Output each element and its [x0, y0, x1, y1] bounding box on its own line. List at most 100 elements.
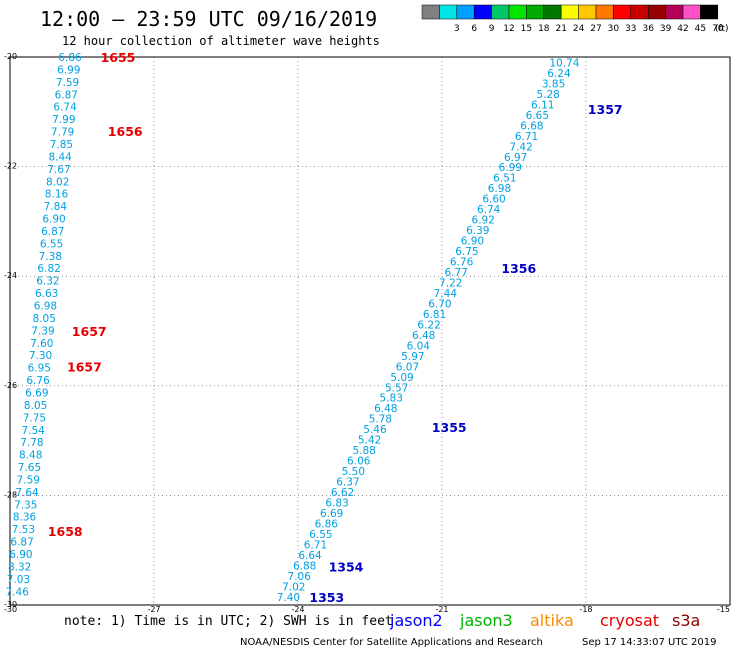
- right-track-value-label: 6.90: [461, 236, 484, 248]
- y-tick-label: -28: [4, 490, 17, 499]
- colorbar-tick-label: 3: [454, 24, 460, 34]
- satellite-legend: jason2 jason3 altika cryosat s3a: [389, 611, 700, 630]
- left-track-value-label: 6.63: [35, 288, 58, 300]
- left-track-pass-time-label: 1657: [67, 360, 102, 375]
- right-track-value-label: 6.98: [488, 183, 511, 195]
- right-track-value-label: 6.48: [374, 403, 397, 415]
- left-track-value-label: 7.54: [21, 425, 45, 437]
- right-track-pass-time-label: 1355: [432, 420, 467, 435]
- legend-jason2: jason2: [389, 611, 443, 630]
- y-tick-label: -24: [4, 271, 17, 280]
- colorbar-tick-label: 6: [471, 24, 477, 34]
- left-track-pass-time-label: 1655: [101, 50, 136, 65]
- right-track-value-label: 5.97: [401, 351, 424, 363]
- left-track-value-label: 7.64: [15, 487, 39, 499]
- colorbar-swatch: [560, 4, 579, 20]
- right-track-value-label: 6.06: [347, 456, 371, 468]
- right-track-value-label: 6.62: [331, 487, 354, 499]
- left-track-pass-time-label: 1657: [72, 324, 107, 339]
- right-track-value-label: 6.88: [293, 560, 316, 572]
- colorbar-swatch: [578, 4, 597, 20]
- legend-s3a: s3a: [672, 611, 700, 630]
- right-track-value-label: 10.74: [549, 57, 579, 69]
- colorbar-swatch: [543, 4, 562, 20]
- footer-credit: NOAA/NESDIS Center for Satellite Applica…: [240, 637, 543, 648]
- x-axis-ticks: -30 -27 -24 -21 -18 -15: [4, 605, 730, 614]
- y-tick-label: -20: [4, 52, 17, 61]
- right-track-value-label: 7.02: [282, 581, 305, 593]
- legend-jason3: jason3: [459, 611, 513, 630]
- right-track-value-label: 6.70: [428, 298, 451, 310]
- left-track-value-label: 7.39: [31, 325, 54, 337]
- right-track-value-label: 5.78: [369, 414, 392, 426]
- left-track-value-label: 8.05: [24, 400, 47, 412]
- right-track-value-label: 6.83: [325, 497, 348, 509]
- right-track-value-label: 5.46: [363, 424, 387, 436]
- left-track-value-label: 6.99: [57, 64, 80, 76]
- right-track-value-label: 6.55: [309, 529, 332, 541]
- colorbar-tick-label: 42: [677, 24, 688, 34]
- right-track-value-label: 3.85: [542, 78, 565, 90]
- right-track-value-label: 7.40: [277, 592, 300, 604]
- x-tick-label: -30: [4, 605, 17, 614]
- left-track-value-label: 7.30: [29, 350, 52, 362]
- right-track-value-label: 5.57: [385, 382, 408, 394]
- left-track-pass-time-label: 1658: [48, 524, 83, 539]
- left-track-value-label: 7.59: [17, 474, 40, 486]
- right-track-value-label: 6.65: [526, 110, 549, 122]
- right-track-value-label: 6.37: [336, 477, 359, 489]
- colorbar-tick-label: 27: [590, 24, 601, 34]
- right-track-value-label: 6.86: [315, 518, 339, 530]
- right-track-value-label: 6.64: [298, 550, 322, 562]
- colorbar-tick-label: 33: [625, 24, 636, 34]
- left-track-value-label: 6.90: [42, 214, 65, 226]
- chart-title: 12:00 – 23:59 UTC 09/16/2019: [40, 7, 377, 31]
- left-track-value-label: 6.87: [41, 226, 64, 238]
- right-track-value-label: 6.22: [417, 319, 440, 331]
- colorbar-swatch: [421, 4, 440, 20]
- right-track-value-label: 6.71: [304, 539, 327, 551]
- y-tick-label: -22: [4, 162, 17, 171]
- left-track-value-label: 6.32: [36, 276, 59, 288]
- right-track-value-label: 6.81: [423, 309, 446, 321]
- colorbar-swatch: [682, 4, 701, 20]
- left-track-value-label: 6.74: [53, 102, 77, 114]
- chart-subtitle: 12 hour collection of altimeter wave hei…: [62, 34, 380, 48]
- left-track-value-label: 8.05: [33, 313, 56, 325]
- colorbar-tick-label: 45: [695, 24, 706, 34]
- footer-note: note: 1) Time is in UTC; 2) SWH is in fe…: [64, 614, 393, 629]
- colorbar-swatch: [647, 4, 666, 20]
- right-track-pass-time-label: 1357: [588, 102, 623, 117]
- right-track-value-label: 6.76: [450, 257, 474, 269]
- left-track-value-label: 7.79: [51, 127, 74, 139]
- right-track-pass-time-label: 1354: [329, 560, 364, 575]
- left-track-value-label: 6.98: [34, 301, 57, 313]
- left-track-value-label: 7.46: [6, 586, 30, 598]
- right-track-value-label: 6.97: [504, 152, 527, 164]
- right-track-value-label: 6.51: [493, 173, 516, 185]
- x-tick-label: -24: [291, 605, 304, 614]
- left-track-pass-time-label: 1656: [108, 124, 143, 139]
- right-track-value-label: 6.74: [477, 204, 501, 216]
- left-track-value-label: 8.32: [8, 561, 31, 573]
- left-track-value-label: 6.76: [26, 375, 50, 387]
- x-tick-label: -18: [579, 605, 592, 614]
- colorbar-swatch: [665, 4, 684, 20]
- colorbar-swatch: [700, 4, 719, 20]
- colorbar-swatch: [456, 4, 475, 20]
- left-track-value-label: 7.38: [39, 251, 62, 263]
- left-track-value-label: 6.87: [55, 89, 78, 101]
- colorbar-tick-label: 24: [573, 24, 585, 34]
- left-track-value-label: 7.85: [50, 139, 73, 151]
- colorbar-tick-label: 15: [521, 24, 532, 34]
- colorbar-swatch: [473, 4, 492, 20]
- right-track-value-label: 6.04: [407, 340, 431, 352]
- colorbar-swatch: [491, 4, 510, 20]
- left-track-value-label: 8.02: [46, 176, 69, 188]
- right-track-value-label: 6.07: [396, 361, 419, 373]
- left-track-value-label: 7.67: [47, 164, 70, 176]
- left-track-value-label: 6.90: [9, 549, 32, 561]
- right-track-value-label: 6.77: [444, 267, 467, 279]
